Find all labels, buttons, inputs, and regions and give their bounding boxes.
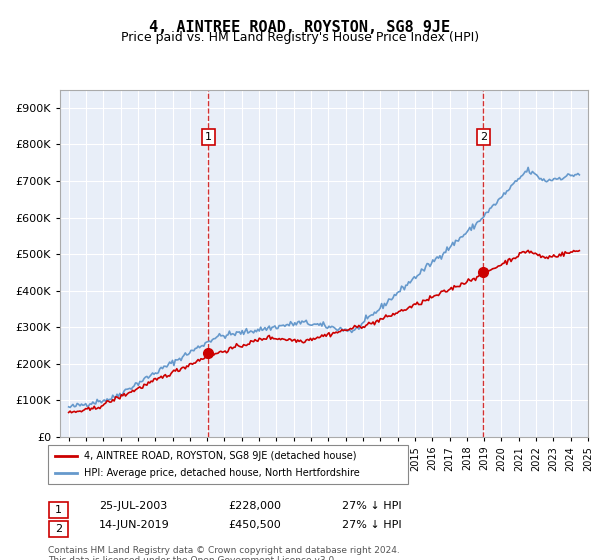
Text: 1: 1 <box>205 132 212 142</box>
Text: HPI: Average price, detached house, North Hertfordshire: HPI: Average price, detached house, Nort… <box>84 468 360 478</box>
FancyBboxPatch shape <box>49 521 68 537</box>
Text: 1: 1 <box>55 505 62 515</box>
FancyBboxPatch shape <box>48 445 408 484</box>
FancyBboxPatch shape <box>49 502 68 517</box>
Text: 25-JUL-2003: 25-JUL-2003 <box>99 501 167 511</box>
Text: 2: 2 <box>55 524 62 534</box>
Text: 4, AINTREE ROAD, ROYSTON, SG8 9JE (detached house): 4, AINTREE ROAD, ROYSTON, SG8 9JE (detac… <box>84 451 356 461</box>
Text: 4, AINTREE ROAD, ROYSTON, SG8 9JE: 4, AINTREE ROAD, ROYSTON, SG8 9JE <box>149 20 451 35</box>
Text: 14-JUN-2019: 14-JUN-2019 <box>99 520 170 530</box>
Text: Contains HM Land Registry data © Crown copyright and database right 2024.
This d: Contains HM Land Registry data © Crown c… <box>48 546 400 560</box>
Text: £450,500: £450,500 <box>228 520 281 530</box>
Text: 2: 2 <box>480 132 487 142</box>
Text: £228,000: £228,000 <box>228 501 281 511</box>
Text: Price paid vs. HM Land Registry's House Price Index (HPI): Price paid vs. HM Land Registry's House … <box>121 31 479 44</box>
Text: 27% ↓ HPI: 27% ↓ HPI <box>342 520 401 530</box>
Text: 27% ↓ HPI: 27% ↓ HPI <box>342 501 401 511</box>
